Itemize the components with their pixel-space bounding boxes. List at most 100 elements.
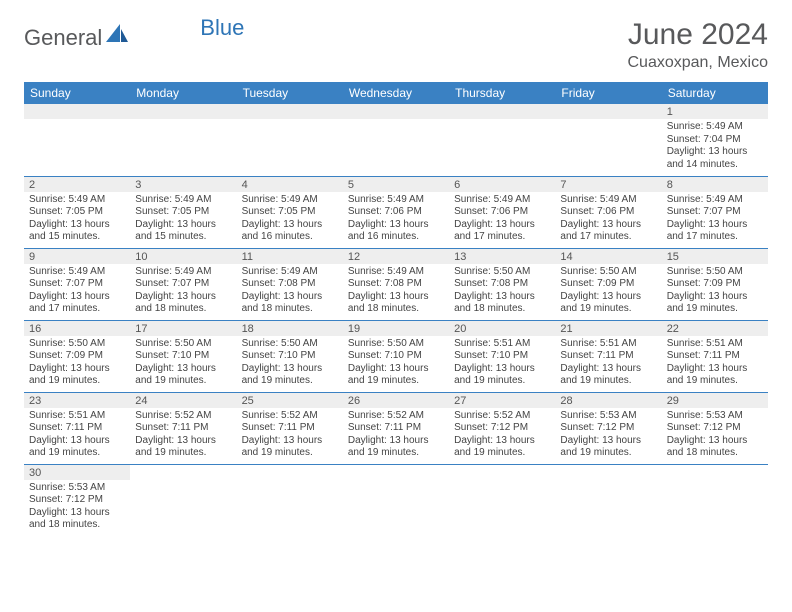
- sunrise-text: Sunrise: 5:51 AM: [454, 338, 550, 351]
- daylight-text: and 19 minutes.: [454, 375, 550, 388]
- day-body: [662, 480, 768, 532]
- day-body: Sunrise: 5:50 AMSunset: 7:09 PMDaylight:…: [662, 264, 768, 319]
- sunrise-text: Sunrise: 5:49 AM: [560, 194, 656, 207]
- day-cell: [343, 104, 449, 176]
- daylight-text: and 18 minutes.: [29, 519, 125, 532]
- daylight-text: Daylight: 13 hours: [454, 363, 550, 376]
- day-number: 18: [237, 321, 343, 336]
- weekday-header: Friday: [555, 82, 661, 104]
- day-body: Sunrise: 5:51 AMSunset: 7:11 PMDaylight:…: [662, 336, 768, 391]
- sunset-text: Sunset: 7:06 PM: [560, 206, 656, 219]
- day-cell: 8Sunrise: 5:49 AMSunset: 7:07 PMDaylight…: [662, 176, 768, 248]
- daylight-text: Daylight: 13 hours: [560, 435, 656, 448]
- daylight-text: and 18 minutes.: [667, 447, 763, 460]
- daylight-text: Daylight: 13 hours: [242, 291, 338, 304]
- day-body: Sunrise: 5:49 AMSunset: 7:05 PMDaylight:…: [130, 192, 236, 247]
- day-cell: [237, 104, 343, 176]
- day-number: 26: [343, 393, 449, 408]
- day-number: 3: [130, 177, 236, 192]
- sunset-text: Sunset: 7:10 PM: [454, 350, 550, 363]
- daylight-text: Daylight: 13 hours: [135, 435, 231, 448]
- day-body: [555, 119, 661, 171]
- day-body: [343, 119, 449, 171]
- sunrise-text: Sunrise: 5:53 AM: [667, 410, 763, 423]
- daylight-text: Daylight: 13 hours: [29, 363, 125, 376]
- day-body: [130, 119, 236, 171]
- day-cell: 9Sunrise: 5:49 AMSunset: 7:07 PMDaylight…: [24, 248, 130, 320]
- daylight-text: Daylight: 13 hours: [242, 219, 338, 232]
- sunset-text: Sunset: 7:11 PM: [667, 350, 763, 363]
- sunset-text: Sunset: 7:10 PM: [242, 350, 338, 363]
- sunrise-text: Sunrise: 5:49 AM: [667, 194, 763, 207]
- daylight-text: Daylight: 13 hours: [560, 363, 656, 376]
- day-cell: 7Sunrise: 5:49 AMSunset: 7:06 PMDaylight…: [555, 176, 661, 248]
- day-number: 24: [130, 393, 236, 408]
- day-cell: 4Sunrise: 5:49 AMSunset: 7:05 PMDaylight…: [237, 176, 343, 248]
- day-body: Sunrise: 5:52 AMSunset: 7:11 PMDaylight:…: [343, 408, 449, 463]
- day-number: 22: [662, 321, 768, 336]
- day-cell: [237, 464, 343, 536]
- daylight-text: and 17 minutes.: [560, 231, 656, 244]
- day-cell: [449, 464, 555, 536]
- day-number: [555, 104, 661, 119]
- daylight-text: and 19 minutes.: [454, 447, 550, 460]
- daylight-text: and 18 minutes.: [242, 303, 338, 316]
- day-number: 1: [662, 104, 768, 119]
- sunrise-text: Sunrise: 5:50 AM: [29, 338, 125, 351]
- day-body: Sunrise: 5:50 AMSunset: 7:10 PMDaylight:…: [343, 336, 449, 391]
- daylight-text: Daylight: 13 hours: [348, 435, 444, 448]
- sunrise-text: Sunrise: 5:49 AM: [29, 194, 125, 207]
- day-body: [449, 480, 555, 532]
- sunset-text: Sunset: 7:11 PM: [348, 422, 444, 435]
- day-number: [555, 465, 661, 480]
- weekday-header: Sunday: [24, 82, 130, 104]
- day-cell: 11Sunrise: 5:49 AMSunset: 7:08 PMDayligh…: [237, 248, 343, 320]
- sunrise-text: Sunrise: 5:50 AM: [348, 338, 444, 351]
- sunset-text: Sunset: 7:08 PM: [242, 278, 338, 291]
- weekday-header-row: Sunday Monday Tuesday Wednesday Thursday…: [24, 82, 768, 104]
- sunset-text: Sunset: 7:06 PM: [348, 206, 444, 219]
- day-cell: 10Sunrise: 5:49 AMSunset: 7:07 PMDayligh…: [130, 248, 236, 320]
- day-number: 29: [662, 393, 768, 408]
- daylight-text: Daylight: 13 hours: [135, 219, 231, 232]
- day-body: Sunrise: 5:51 AMSunset: 7:11 PMDaylight:…: [555, 336, 661, 391]
- weekday-header: Wednesday: [343, 82, 449, 104]
- day-cell: [555, 104, 661, 176]
- day-number: [237, 465, 343, 480]
- sunset-text: Sunset: 7:06 PM: [454, 206, 550, 219]
- weekday-header: Tuesday: [237, 82, 343, 104]
- daylight-text: and 19 minutes.: [560, 447, 656, 460]
- sunrise-text: Sunrise: 5:49 AM: [667, 121, 763, 134]
- day-body: Sunrise: 5:50 AMSunset: 7:09 PMDaylight:…: [555, 264, 661, 319]
- day-body: [237, 119, 343, 171]
- day-number: [130, 104, 236, 119]
- daylight-text: Daylight: 13 hours: [348, 291, 444, 304]
- day-body: [449, 119, 555, 171]
- day-number: 8: [662, 177, 768, 192]
- week-row: 30Sunrise: 5:53 AMSunset: 7:12 PMDayligh…: [24, 464, 768, 536]
- day-body: Sunrise: 5:50 AMSunset: 7:09 PMDaylight:…: [24, 336, 130, 391]
- day-number: [343, 465, 449, 480]
- daylight-text: and 15 minutes.: [135, 231, 231, 244]
- day-cell: [130, 104, 236, 176]
- daylight-text: and 18 minutes.: [135, 303, 231, 316]
- day-number: 5: [343, 177, 449, 192]
- daylight-text: Daylight: 13 hours: [135, 291, 231, 304]
- sunrise-text: Sunrise: 5:50 AM: [560, 266, 656, 279]
- day-body: Sunrise: 5:50 AMSunset: 7:10 PMDaylight:…: [130, 336, 236, 391]
- week-row: 23Sunrise: 5:51 AMSunset: 7:11 PMDayligh…: [24, 392, 768, 464]
- day-cell: 1Sunrise: 5:49 AMSunset: 7:04 PMDaylight…: [662, 104, 768, 176]
- daylight-text: and 19 minutes.: [135, 447, 231, 460]
- daylight-text: and 14 minutes.: [667, 159, 763, 172]
- sunset-text: Sunset: 7:12 PM: [667, 422, 763, 435]
- day-number: 15: [662, 249, 768, 264]
- day-body: Sunrise: 5:49 AMSunset: 7:04 PMDaylight:…: [662, 119, 768, 174]
- day-cell: 15Sunrise: 5:50 AMSunset: 7:09 PMDayligh…: [662, 248, 768, 320]
- sunset-text: Sunset: 7:11 PM: [135, 422, 231, 435]
- day-cell: 29Sunrise: 5:53 AMSunset: 7:12 PMDayligh…: [662, 392, 768, 464]
- sunset-text: Sunset: 7:07 PM: [667, 206, 763, 219]
- day-cell: [662, 464, 768, 536]
- day-body: Sunrise: 5:49 AMSunset: 7:07 PMDaylight:…: [24, 264, 130, 319]
- day-number: 4: [237, 177, 343, 192]
- week-row: 9Sunrise: 5:49 AMSunset: 7:07 PMDaylight…: [24, 248, 768, 320]
